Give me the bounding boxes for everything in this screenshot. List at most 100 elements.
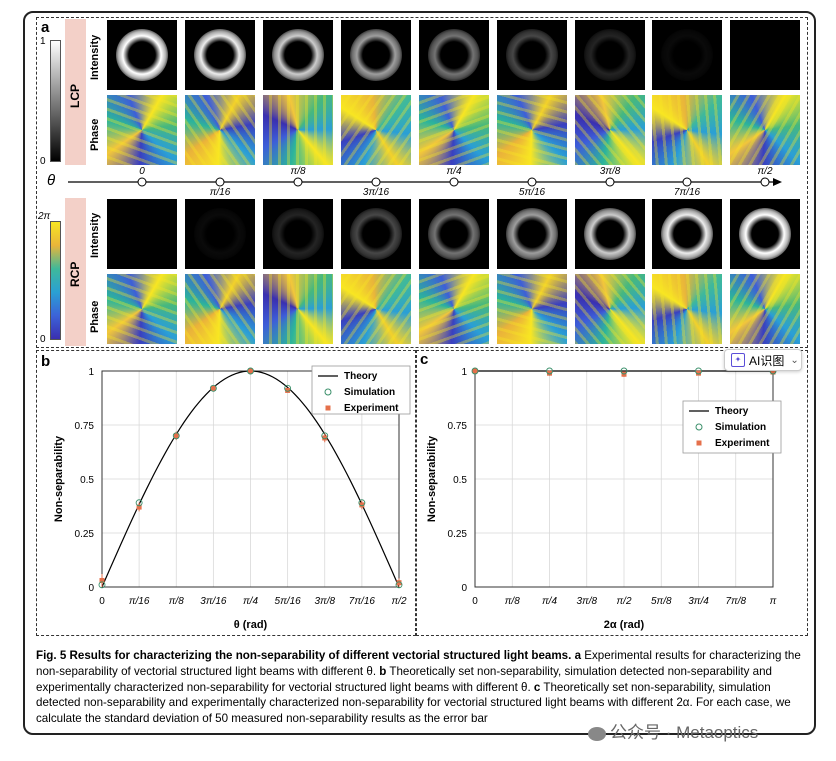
lcp-phase-tile [107,95,177,165]
rcp-intensity-tile [341,199,411,269]
theta-tick-label: 0 [139,166,145,177]
legend-experiment-swatch [696,440,702,446]
lcp-phase-tile [341,95,411,165]
lcp-intensity-tile [652,20,722,90]
rcp-colorbar [50,221,61,340]
caption-b-label: b [379,664,387,678]
simulation-point [321,432,329,440]
theta-tick-label: π/4 [446,166,462,177]
simulation-point [172,432,180,440]
y-axis-label: Non-separability [426,435,438,522]
simulation-point [358,499,366,507]
legend-entry: Theory [344,371,378,382]
theta-marker [760,177,770,187]
y-tick-label: 0.5 [80,475,94,486]
lcp-phase-tile [263,95,333,165]
simulation-point [209,384,217,392]
lcp-intensity-tile [419,20,489,90]
experiment-point [696,370,701,376]
simulation-point [247,367,254,375]
rcp-phase-tile [107,274,177,344]
lcp-phase-tile [419,95,489,165]
experiment-point [359,502,365,508]
rcp-intensity-tile [107,199,177,269]
rcp-intensity-tile [419,199,489,269]
y-tick-label: 0 [88,583,94,594]
rcp-phase-label: Phase [89,300,101,333]
x-tick-label: 0 [472,596,478,607]
rcp-phase-tile [185,274,255,344]
simulation-point [620,367,628,375]
lcp-intensity-tile [730,20,800,90]
lcp-phase-tile [652,95,722,165]
theta-symbol: θ [47,172,56,189]
rcp-phase-tile [341,274,411,344]
lcp-intensity-tile [263,20,333,90]
theta-marker [215,177,225,187]
rcp-row-label-bg [65,198,86,346]
legend-entry: Experiment [715,438,770,449]
experiment-point [396,580,402,586]
figure-frame [23,11,816,735]
y-tick-label: 0.25 [448,529,468,540]
panel-b-label: b [41,353,51,370]
figure-caption: Fig. 5 Results for characterizing the no… [36,648,808,727]
ai-recognize-button[interactable]: ✦ AI识图 ⌄ [724,349,802,371]
x-tick-label: π/16 [129,596,150,607]
theta-tick-label: π/2 [757,166,773,177]
lcp-phase-tile [730,95,800,165]
y-tick-label: 1 [88,367,94,378]
lcp-phase-tile [497,95,567,165]
y-tick-label: 0.25 [75,529,95,540]
chart-b: 0 π/16 π/8 3π/16 π/4 5π/16 3π/8 7π/16 π/2 0 0.25 0.… [53,365,411,631]
experiment-point [136,504,142,510]
x-tick-label: π [770,596,777,607]
rcp-phase-tile [497,274,567,344]
experiment-point [472,368,478,374]
experiment-point [210,385,216,391]
rcp-phase-tile [419,274,489,344]
x-tick-label: 7π/16 [349,596,376,607]
x-tick-label: 5π/8 [651,596,672,607]
panel-a-frame [36,17,808,348]
experiment-point [285,387,291,393]
x-tick-label: π/4 [542,596,557,607]
simulation-point [284,384,292,392]
theta-tick-label: 5π/16 [518,187,546,198]
x-tick-label: 0 [99,596,105,607]
lcp-intensity-tile [185,20,255,90]
rcp-label: RCP [68,261,82,287]
theta-marker [605,177,615,187]
lcp-row-label-bg [65,19,86,165]
rcp-intensity-tile [263,199,333,269]
theta-tick-label: π/16 [209,187,231,198]
y-axis-label: Non-separability [53,435,65,522]
legend-entry: Theory [715,406,749,417]
simulation-point [546,367,553,375]
rcp-intensity-tile [497,199,567,269]
ai-button-label: AI识图 [749,353,785,368]
lcp-intensity-tile [107,20,177,90]
experiment-point [173,433,179,439]
lcp-intensity-tile [497,20,567,90]
simulation-point [395,581,403,589]
x-tick-label: 3π/16 [200,596,227,607]
x-tick-label: π/2 [616,596,631,607]
y-tick-label: 1 [461,367,467,378]
rcp-colorbar-bottom: 0 [40,334,46,345]
y-tick-label: 0 [461,583,467,594]
legend-entry: Experiment [344,403,399,414]
caption-a-label: a [574,649,582,662]
rcp-intensity-tile [575,199,645,269]
caption-b-text: Theoretically set non-separability, simu… [36,664,772,694]
theta-tick-label: 7π/16 [673,187,701,198]
experiment-point [322,435,328,441]
lcp-phase-tile [575,95,645,165]
caption-c-text: Theoretically set non-separability, simu… [36,680,791,726]
panel-b-frame [36,350,416,636]
experiment-point [248,368,253,374]
watermark-text: 公众号 · Metaoptics [610,723,759,742]
panel-c-frame [416,350,808,636]
x-tick-label: 5π/16 [275,596,302,607]
experiment-point [770,369,776,375]
